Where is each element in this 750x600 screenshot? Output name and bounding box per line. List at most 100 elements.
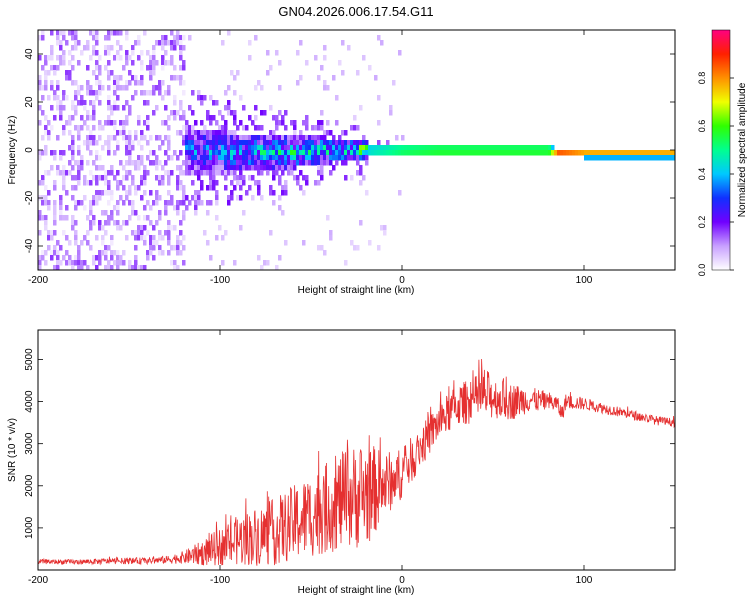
heatmap-cell	[233, 135, 237, 141]
heatmap-cell	[77, 125, 81, 131]
heatmap-cell	[44, 225, 48, 231]
heatmap-cell	[308, 150, 312, 156]
heatmap-cell	[224, 155, 228, 161]
heatmap-cell	[59, 40, 63, 46]
heatmap-cell	[41, 85, 45, 91]
heatmap-cell	[227, 160, 231, 166]
heatmap-cell	[296, 50, 300, 56]
heatmap-cell	[116, 50, 120, 56]
heatmap-cell	[281, 145, 285, 151]
heatmap-cell	[230, 165, 234, 171]
heatmap-cell	[299, 140, 303, 146]
heatmap-cell	[41, 200, 45, 206]
heatmap-cell	[278, 255, 282, 261]
heatmap-cell	[275, 135, 279, 141]
heatmap-cell	[167, 200, 171, 206]
heatmap-cell	[119, 55, 123, 61]
heatmap-cell	[293, 135, 297, 141]
heatmap-cell	[332, 165, 336, 171]
heatmap-cell	[92, 45, 96, 51]
heatmap-cell	[74, 30, 78, 36]
heatmap-cell	[98, 255, 102, 261]
heatmap-cell	[176, 210, 180, 216]
heatmap-cell	[113, 80, 117, 86]
y-tick-label: 40	[24, 48, 35, 60]
heatmap-cell	[62, 125, 66, 131]
heatmap-cell	[161, 250, 165, 256]
heatmap-cell	[155, 200, 159, 206]
heatmap-cell	[83, 180, 87, 186]
heatmap-cell	[587, 155, 591, 161]
heatmap-cell	[197, 155, 201, 161]
heatmap-cell	[317, 180, 321, 186]
heatmap-cell	[386, 140, 390, 146]
heatmap-cell	[80, 50, 84, 56]
heatmap-cell	[239, 180, 243, 186]
heatmap-cell	[509, 145, 513, 151]
heatmap-cell	[182, 45, 186, 51]
heatmap-cell	[107, 150, 111, 156]
heatmap-cell	[77, 245, 81, 251]
heatmap-cell	[104, 230, 108, 236]
heatmap-cell	[461, 145, 465, 151]
heatmap-cell	[74, 40, 78, 46]
heatmap-cell	[245, 160, 249, 166]
heatmap-cell	[203, 230, 207, 236]
heatmap-cell	[362, 135, 366, 141]
heatmap-cell	[164, 230, 168, 236]
heatmap-cell	[101, 125, 105, 131]
heatmap-cell	[272, 155, 276, 161]
heatmap-cell	[41, 95, 45, 101]
heatmap-cell	[551, 145, 555, 151]
heatmap-cell	[359, 155, 363, 161]
heatmap-cell	[635, 155, 639, 161]
heatmap-cell	[314, 180, 318, 186]
heatmap-cell	[221, 130, 225, 136]
heatmap-cell	[170, 195, 174, 201]
heatmap-cell	[374, 150, 378, 156]
heatmap-cell	[377, 150, 381, 156]
heatmap-cell	[281, 140, 285, 146]
heatmap-cell	[215, 155, 219, 161]
heatmap-cell	[137, 225, 141, 231]
heatmap-cell	[86, 110, 90, 116]
heatmap-cell	[611, 155, 615, 161]
heatmap-cell	[41, 180, 45, 186]
heatmap-cell	[311, 140, 315, 146]
heatmap-cell	[314, 155, 318, 161]
heatmap-cell	[203, 155, 207, 161]
heatmap-cell	[149, 240, 153, 246]
heatmap-cell	[140, 60, 144, 66]
heatmap-cell	[128, 185, 132, 191]
heatmap-cell	[113, 120, 117, 126]
heatmap-cell	[269, 140, 273, 146]
heatmap-cell	[197, 195, 201, 201]
heatmap-cell	[95, 150, 99, 156]
heatmap-cell	[314, 145, 318, 151]
heatmap-cell	[239, 95, 243, 101]
heatmap-cell	[194, 195, 198, 201]
heatmap-cell	[182, 215, 186, 221]
heatmap-cell	[650, 150, 654, 156]
heatmap-cell	[41, 135, 45, 141]
heatmap-cell	[74, 260, 78, 266]
heatmap-cell	[182, 115, 186, 121]
heatmap-cell	[257, 190, 261, 196]
heatmap-cell	[113, 250, 117, 256]
heatmap-cell	[239, 170, 243, 176]
heatmap-cell	[59, 55, 63, 61]
heatmap-cell	[278, 165, 282, 171]
heatmap-cell	[143, 265, 147, 270]
heatmap-cell	[104, 170, 108, 176]
heatmap-cell	[185, 120, 189, 126]
heatmap-cell	[296, 150, 300, 156]
heatmap-cell	[86, 135, 90, 141]
heatmap-cell	[62, 215, 66, 221]
heatmap-cell	[86, 125, 90, 131]
heatmap-cell	[101, 210, 105, 216]
heatmap-cell	[272, 190, 276, 196]
heatmap-cell	[221, 235, 225, 241]
heatmap-cell	[533, 150, 537, 156]
heatmap-cell	[245, 140, 249, 146]
heatmap-cell	[209, 145, 213, 151]
